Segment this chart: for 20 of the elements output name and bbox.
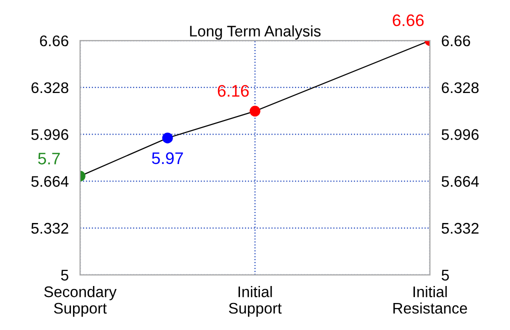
y2-tick-label: 5.332 [442, 222, 479, 234]
x-tick-label: Initial Resistance [393, 286, 468, 314]
y-tick-label: 6.328 [32, 82, 68, 94]
y-tick-label: 5 [61, 270, 68, 281]
y2-tick-label: 5.996 [442, 129, 479, 140]
y2-tick-label: 5 [442, 270, 449, 281]
y-tick-label: 5.996 [31, 129, 68, 140]
y-tick-label: 5.332 [31, 222, 68, 234]
y-tick-label: 6.66 [40, 35, 68, 46]
data-label: 6.16 [218, 84, 249, 97]
x-tick-label: Initial Support [228, 286, 282, 317]
y2-tick-label: 6.328 [442, 82, 479, 94]
y-tick-label: 5.664 [31, 176, 69, 187]
x-tick-label: Secondary Support [44, 286, 117, 317]
data-label: 5.7 [38, 152, 60, 164]
y2-tick-label: 5.664 [442, 176, 479, 187]
data-label: 5.97 [152, 152, 183, 164]
chart-title: Long Term Analysis [190, 25, 321, 40]
data-label: 6.66 [392, 14, 424, 26]
y2-tick-label: 6.66 [442, 35, 470, 46]
